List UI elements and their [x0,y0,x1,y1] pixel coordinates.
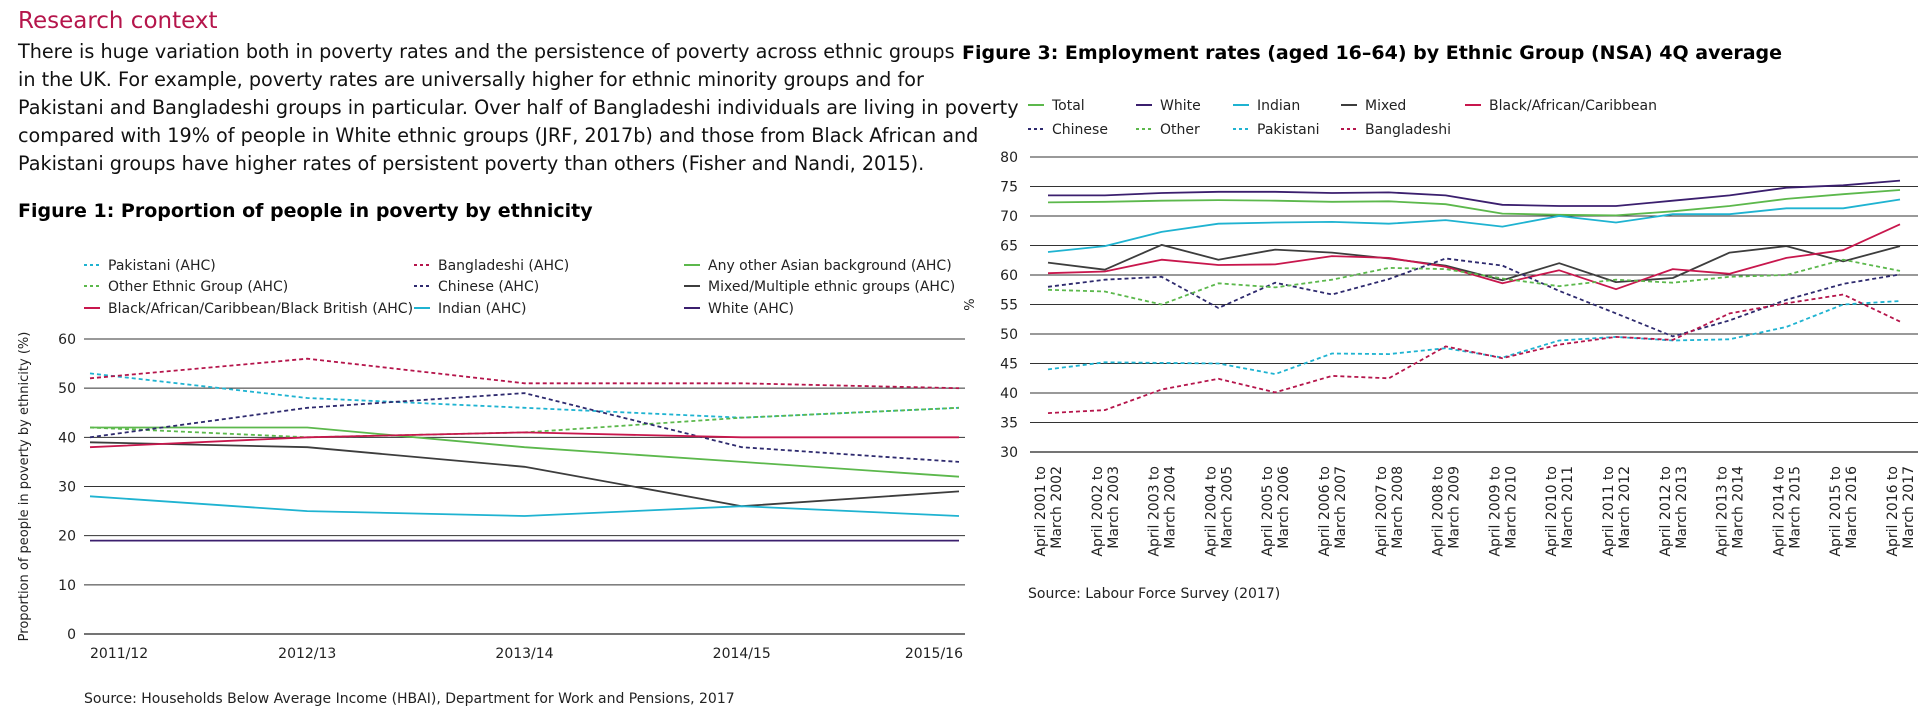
legend-label: Indian (AHC) [438,301,526,317]
y-tick-label: 50 [58,381,76,397]
figure3-title: Figure 3: Employment rates (aged 16–64) … [962,42,1783,64]
intro-line: compared with 19% of people in White eth… [18,124,979,147]
series-line [1047,243,1901,284]
y-tick-label: 30 [1000,445,1018,461]
y-tick-label: 80 [1000,150,1018,166]
y-tick-label: 30 [58,480,76,496]
series-line [89,392,960,463]
legend-label: Chinese [1052,122,1108,138]
y-tick-label: 35 [1000,416,1018,432]
x-tick-label: 2012/13 [278,646,336,662]
series-line [1047,198,1901,253]
y-tick-label: 0 [67,627,76,643]
figure3-source: Source: Labour Force Survey (2017) [1028,586,1281,602]
series-line [1047,300,1901,376]
intro-paragraph: There is huge variation both in poverty … [18,38,1019,178]
x-tick-label: April 2012 toMarch 2013 [1658,466,1690,557]
series-line [89,441,960,508]
legend-label: Any other Asian background (AHC) [708,258,952,274]
x-tick-label: April 2015 toMarch 2016 [1828,466,1860,557]
y-tick-label: 20 [58,529,76,545]
legend-label: White (AHC) [708,301,794,317]
series-line [1047,257,1901,338]
y-axis-label: Proportion of people in poverty by ethni… [17,332,32,642]
x-tick-label: April 2011 toMarch 2012 [1601,466,1633,557]
series-line [90,426,960,478]
x-tick-label: April 2002 toMarch 2003 [1090,466,1122,557]
intro-line: There is huge variation both in poverty … [18,40,955,63]
intro-line: in the UK. For example, poverty rates ar… [18,68,924,91]
legend-label: Chinese (AHC) [438,279,539,295]
x-tick-label: April 2014 toMarch 2015 [1771,466,1803,557]
series-line [89,431,959,449]
figure1-title: Figure 1: Proportion of people in povert… [18,200,593,222]
x-tick-label: April 2007 toMarch 2008 [1374,466,1406,557]
y-tick-label: 65 [1000,239,1018,255]
legend-label: Bangladeshi (AHC) [438,258,569,274]
series-line [89,495,960,517]
x-tick-label: April 2010 toMarch 2011 [1544,466,1576,557]
series-line [1047,189,1901,217]
series-line [1047,293,1901,414]
x-tick-label: April 2009 toMarch 2010 [1487,466,1519,557]
series-line [89,372,960,419]
legend-label: Total [1051,98,1085,114]
legend-label: Pakistani [1257,122,1320,138]
legend-label: Indian [1257,98,1300,114]
legend-label: Pakistani (AHC) [108,258,216,274]
y-tick-label: 50 [1000,327,1018,343]
x-tick-label: 2014/15 [713,646,771,662]
intro-line: Pakistani groups have higher rates of pe… [18,152,925,175]
x-tick-label: April 2013 toMarch 2014 [1715,466,1747,557]
x-tick-label: April 2016 toMarch 2017 [1885,466,1917,557]
y-tick-label: 60 [58,332,76,348]
y-tick-label: 40 [1000,386,1018,402]
x-tick-label: April 2005 toMarch 2006 [1260,466,1292,557]
y-tick-label: 40 [58,430,76,446]
series-line [1047,258,1901,306]
legend-label: Black/African/Caribbean/Black British (A… [108,301,413,317]
legend-label: White [1160,98,1201,114]
legend-label: Other [1160,122,1200,138]
x-tick-label: April 2008 toMarch 2009 [1431,466,1463,557]
x-tick-label: April 2003 toMarch 2004 [1147,466,1179,557]
legend-label: Black/African/Caribbean [1489,98,1657,114]
series-line [1047,223,1901,291]
figure1-source: Source: Households Below Average Income … [84,691,735,707]
y-axis-label: % [963,298,978,310]
y-tick-label: 55 [1000,298,1018,314]
legend-label: Other Ethnic Group (AHC) [108,279,288,295]
y-tick-label: 75 [1000,180,1018,196]
section-heading: Research context [18,8,218,34]
y-tick-label: 45 [1000,357,1018,373]
y-tick-label: 70 [1000,209,1018,225]
intro-line: Pakistani and Bangladeshi groups in part… [18,96,1019,119]
series-line [89,357,960,390]
legend-label: Mixed [1365,98,1406,114]
x-tick-label: 2015/16 [905,646,963,662]
series-line [1048,179,1901,207]
x-tick-label: April 2004 toMarch 2005 [1203,466,1235,557]
x-tick-label: April 2006 toMarch 2007 [1317,466,1349,557]
x-tick-label: 2011/12 [90,646,148,662]
x-tick-label: 2013/14 [495,646,553,662]
legend-label: Bangladeshi [1365,122,1451,138]
legend-label: Mixed/Multiple ethnic groups (AHC) [708,279,955,295]
x-tick-label: April 2001 toMarch 2002 [1033,466,1065,557]
y-tick-label: 60 [1000,268,1018,284]
y-tick-label: 10 [58,578,76,594]
